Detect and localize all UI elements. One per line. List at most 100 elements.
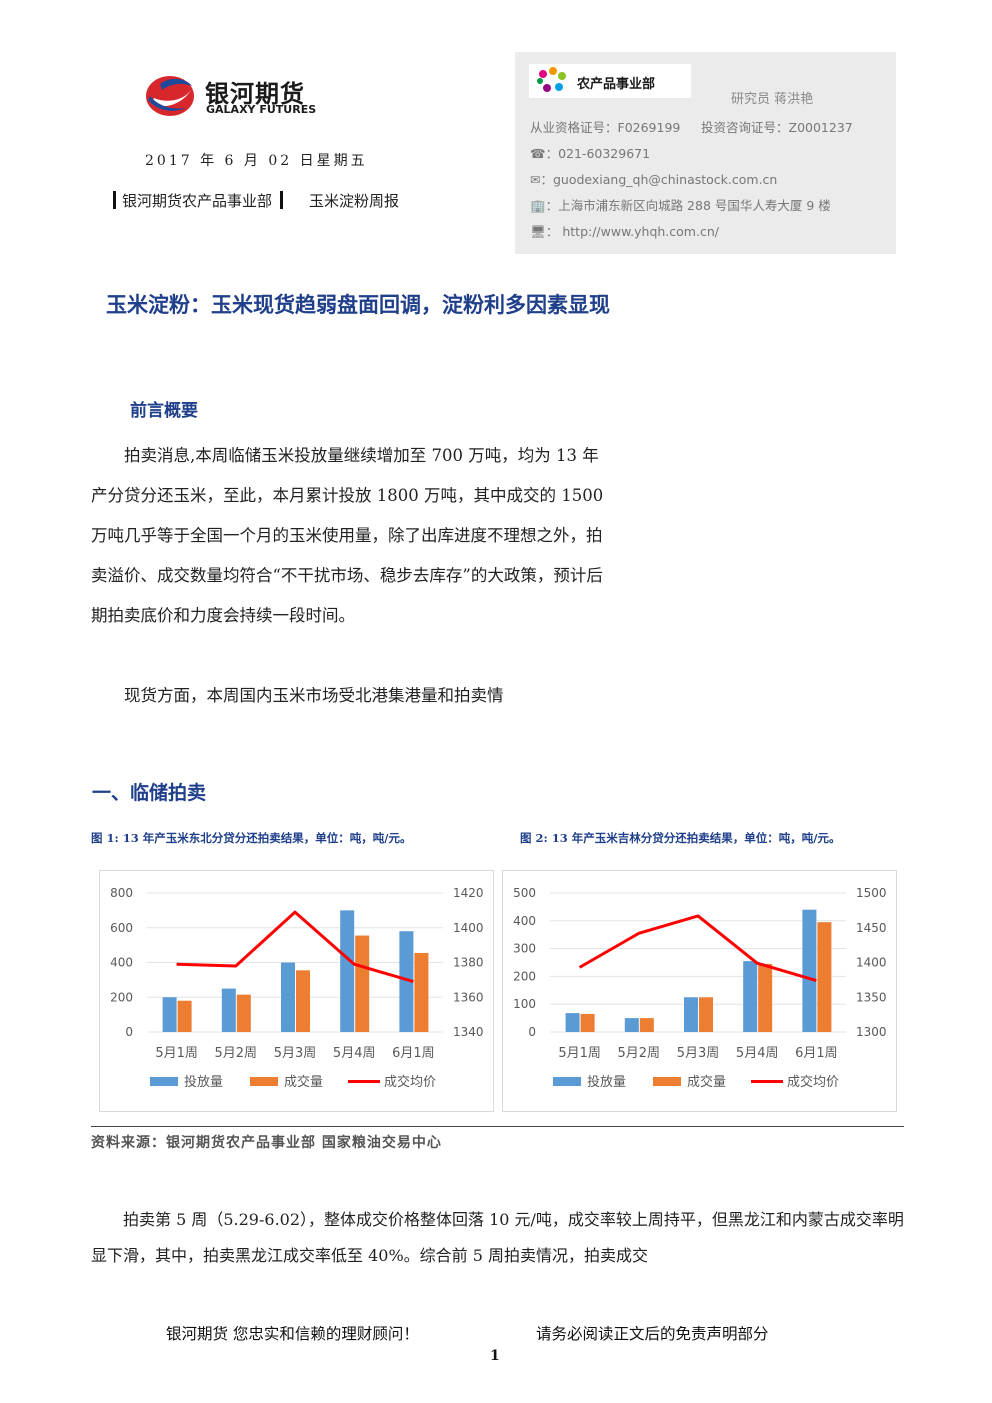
address: 🏢：上海市浦东新区向城路 288 号国华人寿大厦 9 楼 <box>530 198 831 213</box>
source-divider <box>91 1126 904 1127</box>
email[interactable]: ✉：guodexiang_qh@chinastock.com.cn <box>530 172 778 187</box>
x-tick-label: 5月4周 <box>333 1046 376 1061</box>
footer-slogan: 银河期货 您忠实和信赖的理财顾问！ <box>166 1325 419 1343</box>
y-left-tick-label: 200 <box>513 969 536 983</box>
y-right-tick-label: 1380 <box>453 956 484 970</box>
y-right-tick-label: 1360 <box>453 990 484 1004</box>
x-tick-label: 5月4周 <box>736 1046 779 1061</box>
y-right-tick-label: 1400 <box>856 956 887 970</box>
y-left-tick-label: 100 <box>513 997 536 1011</box>
website[interactable]: 🖥： http://www.yhqh.com.cn/ <box>530 224 719 239</box>
x-tick-label: 5月1周 <box>155 1046 198 1061</box>
license-number: 从业资格证号：F0269199 <box>530 120 681 135</box>
galaxy-logo <box>142 70 322 122</box>
y-right-tick-label: 1500 <box>856 886 887 900</box>
bar-release <box>221 988 236 1032</box>
overview-paragraph: 现货方面，本周国内玉米市场受北港集港量和拍卖情 <box>91 686 504 705</box>
y-left-tick-label: 0 <box>125 1025 133 1039</box>
x-tick-label: 5月3周 <box>677 1046 720 1061</box>
bar-release <box>162 997 177 1032</box>
y-left-tick-label: 300 <box>513 942 536 956</box>
y-left-tick-label: 400 <box>110 956 133 970</box>
galaxy-swoosh-icon <box>146 76 194 116</box>
invest-license-number: 投资咨询证号：Z0001237 <box>701 120 853 135</box>
contact-box: 农产品事业部 研究员 蒋洪艳 从业资格证号：F0269199 投资咨询证号：Z0… <box>515 52 896 254</box>
researcher: 研究员 蒋洪艳 <box>731 92 814 107</box>
overview-paragraph: 拍卖消息,本周临储玉米投放量继续增加至 700 万吨，均为 13 年产分贷分还玉… <box>91 446 604 625</box>
legend-label: 成交均价 <box>384 1074 436 1090</box>
x-tick-label: 5月2周 <box>618 1046 661 1061</box>
bar-release <box>565 1013 580 1032</box>
x-tick-label: 6月1周 <box>392 1046 435 1061</box>
bar-release <box>340 910 355 1032</box>
y-left-tick-label: 0 <box>528 1025 536 1039</box>
y-left-tick-label: 600 <box>110 921 133 935</box>
y-right-tick-label: 1420 <box>453 886 484 900</box>
logo-text-en: GALAXY FUTURES <box>206 103 317 116</box>
line-avg-price <box>176 910 414 984</box>
y-right-tick-label: 1400 <box>453 921 484 935</box>
body-paragraph: 拍卖第 5 周（5.29-6.02），整体成交价格整体回落 10 元/吨，成交率… <box>91 1210 904 1265</box>
bar-release <box>624 1018 639 1032</box>
y-left-tick-label: 200 <box>110 990 133 1004</box>
chart-2-svg: 500 400 300 200 100 0 1500 1450 1400 1350 1300 5月1周… <box>513 886 887 1090</box>
bar-deal <box>758 963 773 1032</box>
bar-deal <box>296 970 310 1032</box>
bar-deal <box>817 922 832 1032</box>
dept-badge-text: 农产品事业部 <box>577 77 656 92</box>
bar-divider <box>113 191 116 209</box>
dept-badge: 农产品事业部 <box>529 64 691 98</box>
legend-label: 投放量 <box>587 1074 626 1090</box>
bar-deal <box>639 1018 654 1032</box>
y-right-tick-label: 1350 <box>856 990 887 1004</box>
line-avg-price <box>578 914 817 983</box>
footer-disclaimer: 请务必阅读正文后的免责声明部分 <box>536 1325 769 1343</box>
dept-line: 银河期货农产品事业部 玉米淀粉周报 <box>113 190 399 210</box>
legend-label: 投放量 <box>184 1074 223 1090</box>
chart-2: 500 400 300 200 100 0 1500 1450 1400 1350 1300 5月1周… <box>502 870 897 1112</box>
legend-label: 成交量 <box>284 1074 323 1090</box>
y-right-tick-label: 1450 <box>856 921 887 935</box>
bar-divider <box>280 191 284 209</box>
y-right-tick-label: 1300 <box>856 1025 887 1039</box>
y-left-tick-label: 500 <box>513 886 536 900</box>
y-left-tick-label: 400 <box>513 914 536 928</box>
figure-1-title: 图 1: 13 年产玉米东北分贷分还拍卖结果，单位：吨，吨/元。 <box>91 831 412 845</box>
bar-release <box>743 961 758 1032</box>
x-tick-label: 5月3周 <box>274 1046 317 1061</box>
figure-2-title: 图 2: 13 年产玉米吉林分贷分还拍卖结果，单位：吨，吨/元。 <box>520 831 841 845</box>
bar-release <box>281 962 295 1032</box>
page-title: 玉米淀粉：玉米现货趋弱盘面回调，淀粉利多因素显现 <box>106 293 610 317</box>
legend-swatch <box>653 1077 681 1086</box>
source-note: 资料来源：银河期货农产品事业部 国家粮油交易中心 <box>91 1135 442 1151</box>
section-overview-title: 前言概要 <box>130 401 198 421</box>
phone: ☎：021-60329671 <box>530 146 651 161</box>
bar-deal <box>699 997 713 1032</box>
y-left-tick-label: 800 <box>110 886 133 900</box>
legend-label: 成交量 <box>687 1074 726 1090</box>
bar-release <box>802 909 817 1032</box>
chart-1-svg: 800 600 400 200 0 1420 1400 1380 1360 1340 5月1周 5月2… <box>110 886 484 1090</box>
legend-label: 成交均价 <box>787 1074 839 1090</box>
logo-text-cn: 银河期货 <box>205 80 305 108</box>
page-number: 1 <box>490 1348 500 1364</box>
chart-1: 800 600 400 200 0 1420 1400 1380 1360 1340 5月1周 5月2… <box>99 870 494 1112</box>
dept-name: 银河期货农产品事业部 <box>122 191 273 210</box>
legend-swatch <box>150 1077 178 1086</box>
bar-deal <box>414 952 429 1032</box>
agri-dept-logo-icon <box>537 67 566 92</box>
bar-release <box>684 997 698 1032</box>
bar-deal <box>580 1013 595 1032</box>
bar-deal <box>236 994 251 1032</box>
y-right-tick-label: 1340 <box>453 1025 484 1039</box>
legend-swatch <box>250 1077 278 1086</box>
x-tick-label: 6月1周 <box>795 1046 838 1061</box>
legend-swatch <box>553 1077 581 1086</box>
report-name: 玉米淀粉周报 <box>309 191 400 210</box>
bar-deal <box>355 935 370 1032</box>
x-tick-label: 5月1周 <box>558 1046 601 1061</box>
x-tick-label: 5月2周 <box>215 1046 258 1061</box>
report-date: 2017 年 6 月 02 日星期五 <box>145 153 368 169</box>
bar-deal <box>177 1000 192 1032</box>
bar-release <box>399 931 414 1032</box>
